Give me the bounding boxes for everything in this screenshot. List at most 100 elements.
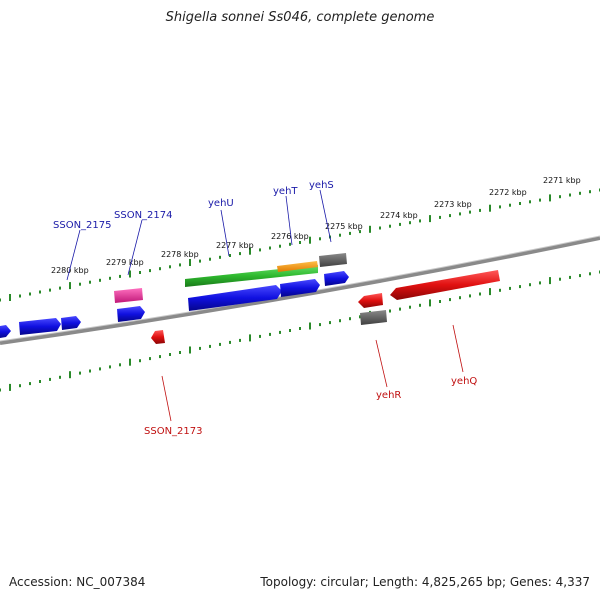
inner-ruler-minor-tick <box>349 317 351 321</box>
leader-yehS <box>319 189 332 243</box>
outer-ruler-minor-tick <box>539 198 541 202</box>
outer-ruler-minor-tick <box>49 288 51 292</box>
inner-ruler-minor-tick <box>459 296 461 300</box>
feature-gray-yehS[interactable] <box>319 253 347 267</box>
outer-ruler-minor-tick <box>89 280 91 284</box>
leader-SSON_2174 <box>127 219 143 276</box>
outer-ruler-minor-tick <box>199 259 201 263</box>
outer-ruler-minor-tick <box>389 224 391 228</box>
inner-ruler-major-tick <box>189 346 191 354</box>
inner-ruler-minor-tick <box>179 351 181 354</box>
inner-ruler-minor-tick <box>0 388 1 392</box>
inner-ruler-minor-tick <box>339 319 341 323</box>
outer-ruler-minor-tick <box>209 257 211 261</box>
inner-ruler-minor-tick <box>199 346 201 350</box>
outer-ruler-minor-tick <box>499 205 501 209</box>
cds-SSON_2173[interactable] <box>151 330 165 344</box>
outer-ruler-major-tick <box>489 204 491 212</box>
ruler-label-2275: 2275 kbp <box>325 222 363 231</box>
inner-ruler-minor-tick <box>269 332 271 336</box>
leader-yehU <box>220 209 230 257</box>
gene-label-yehS[interactable]: yehS <box>309 180 334 191</box>
cds-left-edge[interactable] <box>0 325 11 338</box>
outer-ruler-minor-tick <box>159 267 161 271</box>
inner-ruler-minor-tick <box>29 382 31 386</box>
outer-ruler-minor-tick <box>239 252 241 256</box>
cds-yehU[interactable] <box>188 285 282 311</box>
inner-ruler-minor-tick <box>289 329 291 332</box>
ruler-label-2273: 2273 kbp <box>434 200 472 209</box>
inner-ruler-minor-tick <box>99 367 101 371</box>
ruler-label-2271: 2271 kbp <box>543 176 581 185</box>
outer-ruler-minor-tick <box>149 269 151 273</box>
cds-SSON_2175[interactable] <box>19 318 61 335</box>
cds-yehT[interactable] <box>280 279 320 297</box>
inner-ruler-major-tick <box>249 334 251 342</box>
cds-SSON_2174[interactable] <box>117 306 145 322</box>
outer-ruler-minor-tick <box>39 290 41 294</box>
inner-ruler-minor-tick <box>409 305 411 309</box>
outer-ruler-minor-tick <box>229 254 231 257</box>
inner-ruler-minor-tick <box>119 363 121 367</box>
outer-ruler-minor-tick <box>409 221 411 225</box>
cds-yehS[interactable] <box>324 271 349 286</box>
inner-ruler-minor-tick <box>159 355 161 359</box>
inner-ruler-major-tick <box>429 299 431 307</box>
cds-yehQ[interactable] <box>390 270 500 300</box>
leader-yehQ <box>452 324 464 373</box>
inner-ruler-major-tick <box>489 288 491 296</box>
feature-magenta-SSON_2174[interactable] <box>114 288 143 303</box>
inner-ruler-minor-tick <box>449 298 451 302</box>
ruler-label-2274: 2274 kbp <box>380 211 418 220</box>
inner-ruler-minor-tick <box>509 286 511 290</box>
leader-yehR <box>375 339 388 388</box>
gene-label-SSON_2175[interactable]: SSON_2175 <box>53 220 112 231</box>
inner-ruler-minor-tick <box>239 338 241 342</box>
inner-ruler-major-tick <box>309 322 311 330</box>
inner-ruler-minor-tick <box>219 342 221 346</box>
outer-ruler-major-tick <box>9 294 11 301</box>
inner-ruler-minor-tick <box>559 277 561 281</box>
inner-ruler-minor-tick <box>149 357 151 361</box>
inner-ruler-minor-tick <box>169 353 171 356</box>
inner-ruler-major-tick <box>69 371 71 379</box>
leader-SSON_2173 <box>161 375 172 422</box>
cds-SSON_2175b[interactable] <box>61 316 81 330</box>
cds-yehR[interactable] <box>358 293 383 308</box>
outer-ruler-major-tick <box>129 270 131 278</box>
outer-ruler-minor-tick <box>109 276 111 280</box>
outer-ruler-minor-tick <box>169 265 171 269</box>
outer-ruler-major-tick <box>369 225 371 233</box>
outer-ruler-minor-tick <box>179 263 181 267</box>
outer-ruler-major-tick <box>189 259 191 266</box>
outer-ruler-minor-tick <box>259 248 261 252</box>
inner-ruler-major-tick <box>9 383 11 391</box>
feature-gray-yehR[interactable] <box>360 310 387 325</box>
outer-ruler-minor-tick <box>0 298 1 302</box>
inner-ruler-minor-tick <box>19 384 21 388</box>
inner-ruler-minor-tick <box>39 380 41 383</box>
outer-ruler-minor-tick <box>269 246 271 250</box>
genome-backbone <box>0 236 600 345</box>
ruler-label-2278: 2278 kbp <box>161 250 199 259</box>
outer-ruler-minor-tick <box>19 294 21 298</box>
gene-label-yehQ[interactable]: yehQ <box>451 376 477 387</box>
outer-ruler-minor-tick <box>519 202 521 205</box>
ruler-label-2276: 2276 kbp <box>271 232 309 241</box>
leader-yehT <box>285 195 293 246</box>
inner-ruler-minor-tick <box>209 344 211 348</box>
gene-label-yehT[interactable]: yehT <box>273 186 298 197</box>
inner-ruler-minor-tick <box>89 369 91 373</box>
forward-features <box>0 253 349 338</box>
gene-label-yehU[interactable]: yehU <box>208 198 234 209</box>
outer-ruler-minor-tick <box>139 271 141 274</box>
gene-label-yehR[interactable]: yehR <box>376 390 401 401</box>
feature-orange-yehT[interactable] <box>277 261 318 272</box>
gene-label-SSON_2173[interactable]: SSON_2173 <box>144 426 203 437</box>
gene-label-SSON_2174[interactable]: SSON_2174 <box>114 210 173 221</box>
outer-ruler-minor-tick <box>399 222 401 226</box>
ruler-label-2279: 2279 kbp <box>106 258 144 267</box>
inner-ruler-minor-tick <box>579 274 581 278</box>
outer-ruler-minor-tick <box>419 219 421 223</box>
outer-ruler-minor-tick <box>119 274 121 278</box>
